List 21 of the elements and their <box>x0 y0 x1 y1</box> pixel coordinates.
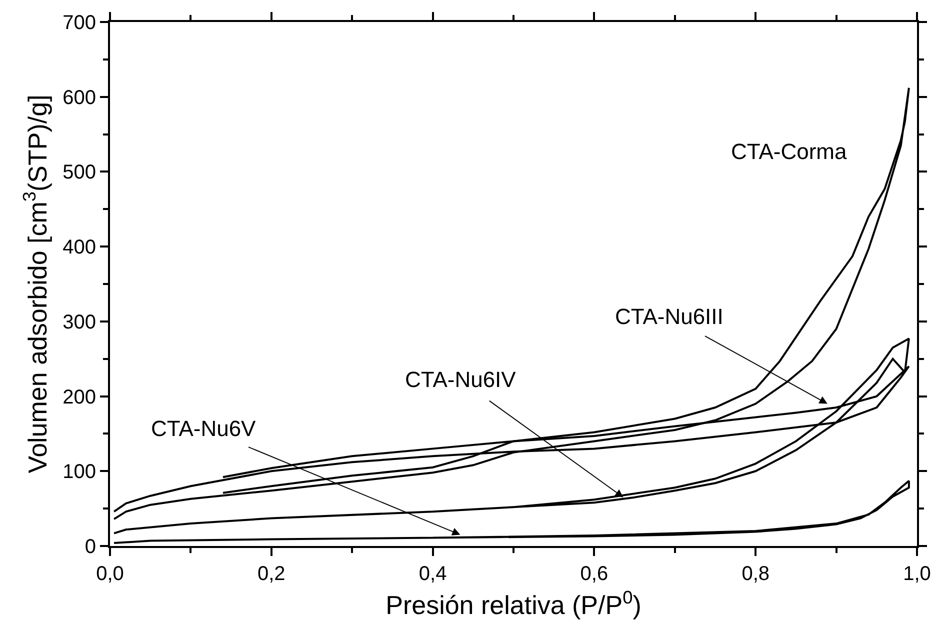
x-tick-label: 0,6 <box>580 563 608 585</box>
x-tick-label: 0,0 <box>96 563 124 585</box>
y-tick-label: 200 <box>62 386 96 408</box>
x-tick-label: 1,0 <box>903 563 931 585</box>
y-tick-label: 600 <box>62 86 96 109</box>
line-series <box>113 338 910 534</box>
y-tick-label: 400 <box>62 236 96 259</box>
annotation: CTA-Corma <box>731 139 848 164</box>
y-tick-label: 700 <box>62 12 96 34</box>
annotation: CTA-Nu6V <box>151 416 256 441</box>
annotation: CTA-Nu6IV <box>405 367 516 392</box>
y-tick-label: 0 <box>84 536 96 558</box>
x-tick-label: 0,8 <box>742 563 770 585</box>
y-tick-label: 300 <box>62 311 96 334</box>
x-tick-label: 0,2 <box>257 563 286 585</box>
annotation: CTA-Nu6III <box>615 304 724 329</box>
y-tick-label: 500 <box>62 162 96 184</box>
line-series <box>113 480 910 544</box>
x-tick-label: 0,4 <box>418 563 447 585</box>
x-axis-title: Presión relativa (P/P$^{0}$) <box>386 587 642 620</box>
y-tick-label: 100 <box>62 461 96 484</box>
